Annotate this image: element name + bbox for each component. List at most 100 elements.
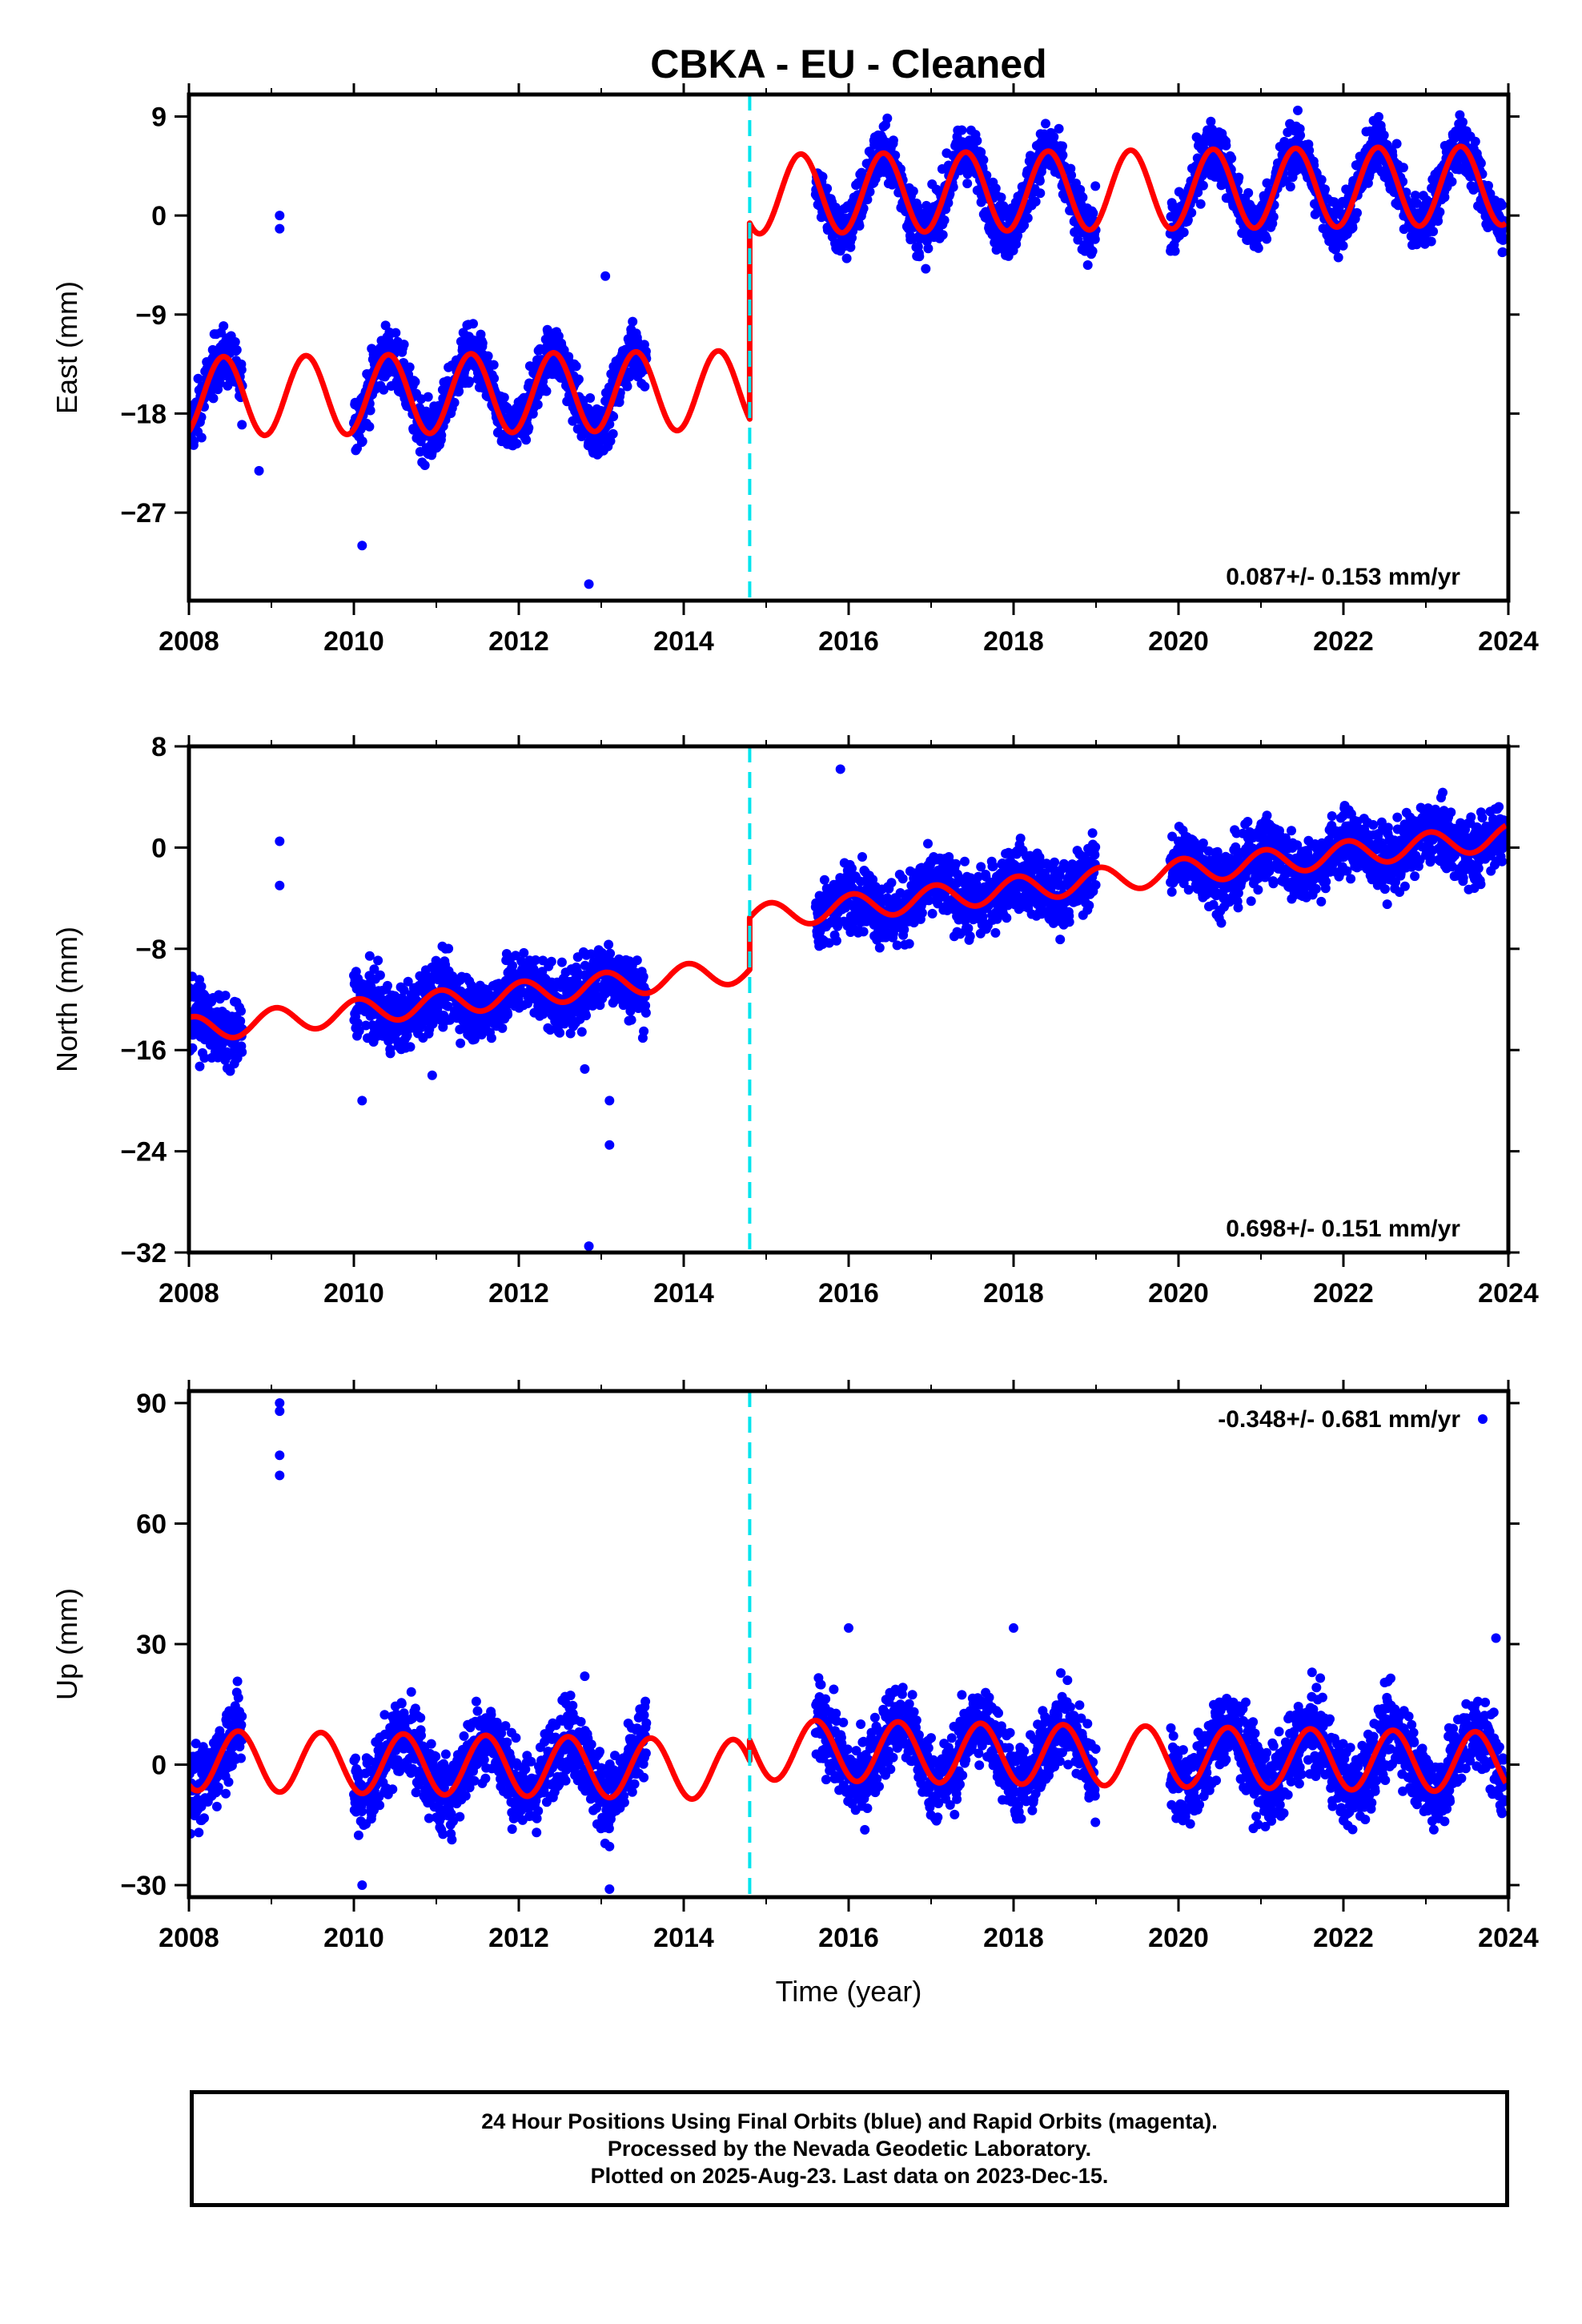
data-point bbox=[521, 435, 532, 445]
data-point bbox=[1333, 252, 1343, 263]
data-point bbox=[1058, 141, 1067, 151]
data-point bbox=[477, 338, 488, 348]
data-point bbox=[208, 393, 219, 404]
data-point bbox=[391, 328, 401, 338]
data-point bbox=[962, 179, 973, 189]
data-point bbox=[1054, 123, 1064, 134]
rate-annotation-east: 0.087+/- 0.153 mm/yr bbox=[1226, 564, 1460, 590]
data-point bbox=[489, 373, 500, 384]
data-point bbox=[605, 436, 616, 446]
data-point bbox=[960, 856, 970, 866]
data-point bbox=[237, 420, 247, 430]
data-point bbox=[364, 951, 375, 961]
data-point bbox=[1206, 116, 1216, 127]
data-point bbox=[914, 251, 925, 262]
x-tick-label: 2018 bbox=[983, 626, 1044, 657]
data-point bbox=[503, 404, 513, 414]
x-tick-label: 2014 bbox=[653, 626, 714, 657]
data-point bbox=[990, 927, 1001, 938]
data-point bbox=[1055, 935, 1066, 945]
data-point bbox=[1090, 181, 1101, 191]
x-tick-label: 2022 bbox=[1313, 626, 1374, 657]
data-point-outlier bbox=[584, 579, 594, 589]
data-point bbox=[943, 198, 954, 208]
data-point bbox=[882, 113, 893, 123]
data-point bbox=[583, 404, 593, 414]
data-point bbox=[917, 908, 927, 918]
data-point bbox=[573, 374, 584, 384]
data-point bbox=[965, 931, 975, 942]
data-point bbox=[938, 230, 948, 240]
data-point bbox=[541, 386, 552, 396]
data-point bbox=[375, 970, 385, 980]
data-point bbox=[1338, 240, 1348, 251]
data-point-outlier bbox=[357, 541, 367, 551]
y-tick-label: 9 bbox=[151, 102, 167, 132]
data-point bbox=[908, 186, 918, 196]
data-point bbox=[927, 908, 938, 919]
x-tick-label: 2024 bbox=[1478, 626, 1539, 657]
data-point bbox=[1374, 111, 1383, 122]
data-point bbox=[1090, 234, 1100, 244]
y-tick-label: 0 bbox=[151, 201, 167, 231]
data-point bbox=[556, 957, 567, 967]
data-point bbox=[1041, 119, 1050, 129]
data-point bbox=[1379, 130, 1389, 140]
data-point bbox=[957, 125, 967, 135]
data-point bbox=[1088, 208, 1098, 219]
data-point bbox=[874, 943, 885, 953]
data-point bbox=[1320, 184, 1330, 195]
data-point bbox=[886, 878, 897, 888]
data-point bbox=[858, 927, 869, 937]
data-point bbox=[220, 991, 231, 1001]
data-point bbox=[365, 405, 375, 416]
data-point bbox=[231, 345, 242, 355]
data-point bbox=[1295, 131, 1306, 140]
y-axis-label: East (mm) bbox=[50, 281, 83, 414]
data-point bbox=[1013, 231, 1023, 241]
data-point bbox=[1497, 247, 1508, 257]
data-point bbox=[571, 361, 581, 372]
data-point bbox=[379, 384, 389, 395]
data-point bbox=[456, 1038, 466, 1048]
data-point bbox=[486, 1033, 496, 1043]
x-tick-label: 2012 bbox=[488, 626, 549, 657]
data-point bbox=[1221, 140, 1231, 151]
data-point bbox=[373, 955, 383, 966]
data-point bbox=[1476, 158, 1486, 168]
data-point bbox=[1243, 187, 1254, 198]
data-point bbox=[996, 192, 1006, 203]
data-point bbox=[1082, 260, 1093, 270]
data-point-outlier bbox=[275, 223, 285, 234]
data-point bbox=[608, 412, 619, 422]
data-point bbox=[819, 875, 829, 885]
data-point bbox=[988, 861, 998, 871]
data-point bbox=[1439, 192, 1450, 203]
data-point bbox=[921, 263, 931, 274]
data-point bbox=[237, 1047, 247, 1057]
data-point bbox=[978, 155, 989, 165]
data-point bbox=[581, 1011, 591, 1021]
data-point bbox=[230, 337, 240, 347]
data-point bbox=[189, 436, 199, 446]
data-point bbox=[608, 428, 618, 439]
data-point-outlier bbox=[275, 211, 285, 221]
data-point bbox=[449, 397, 460, 408]
data-point bbox=[404, 362, 415, 372]
data-point bbox=[1234, 172, 1244, 183]
data-point bbox=[626, 1015, 636, 1025]
data-point bbox=[1352, 207, 1362, 218]
data-point bbox=[420, 460, 430, 470]
data-point bbox=[990, 183, 1001, 194]
data-point bbox=[1034, 175, 1045, 186]
data-point bbox=[1022, 213, 1033, 223]
data-point bbox=[236, 364, 247, 375]
data-point bbox=[196, 432, 207, 443]
data-point bbox=[1049, 132, 1059, 142]
data-point bbox=[357, 436, 367, 447]
data-point-outlier bbox=[254, 465, 264, 476]
data-point bbox=[862, 195, 873, 205]
data-point bbox=[1285, 182, 1295, 192]
data-point bbox=[555, 1027, 565, 1038]
data-point bbox=[1262, 234, 1272, 244]
